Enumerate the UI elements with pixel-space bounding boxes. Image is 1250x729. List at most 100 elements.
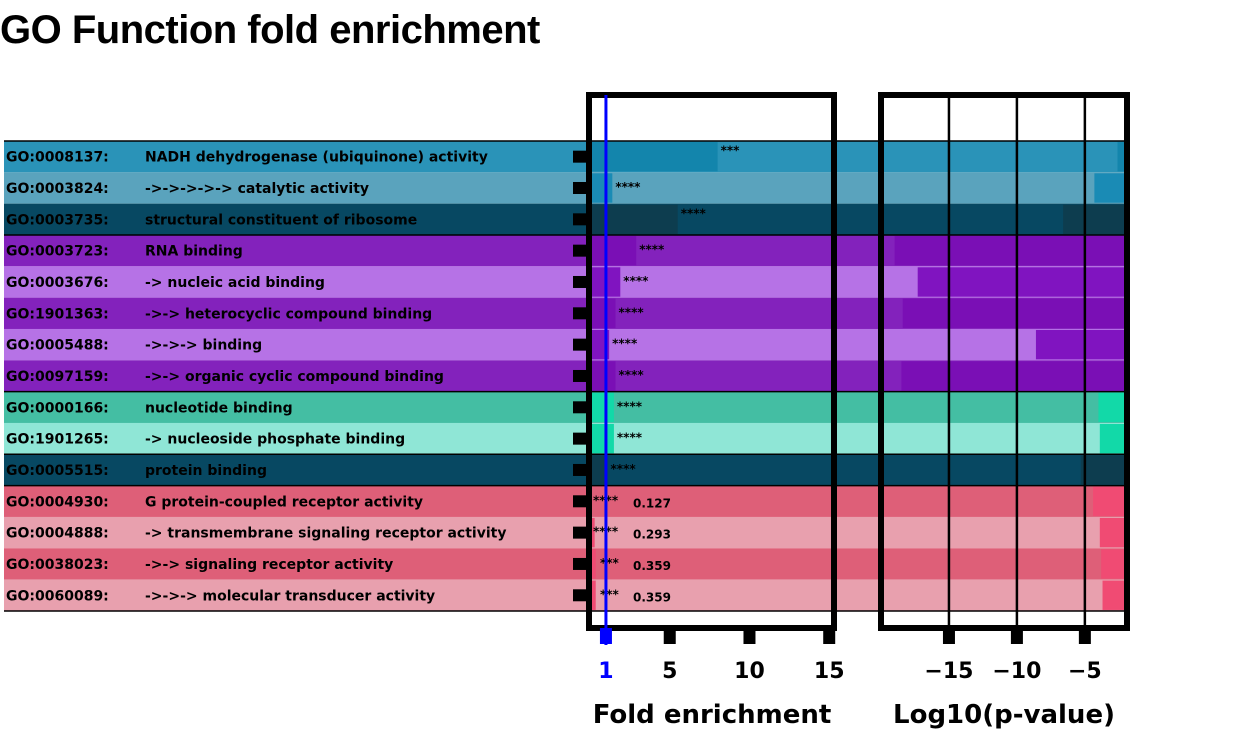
row-band xyxy=(4,391,1124,423)
fold-bar xyxy=(590,204,678,234)
row-marker xyxy=(573,401,587,414)
significance-stars: **** xyxy=(615,180,641,194)
pvalue-bar xyxy=(1063,204,1124,234)
go-term-label: -> transmembrane signaling receptor acti… xyxy=(145,526,506,542)
go-term-label: ->->-> binding xyxy=(145,338,262,354)
significance-stars: **** xyxy=(681,206,707,220)
fold-tick-label: 15 xyxy=(814,659,845,684)
row-band xyxy=(4,203,1124,235)
fold-axis-label: Fold enrichment xyxy=(593,700,832,729)
significance-stars: **** xyxy=(639,243,665,257)
row-marker xyxy=(573,150,587,163)
row-marker xyxy=(573,244,587,257)
pvalue-bar xyxy=(1102,580,1124,610)
pvalue-bar xyxy=(1101,549,1124,579)
fold-bar xyxy=(590,173,613,203)
fold-tick-mark xyxy=(823,628,836,644)
fold-bar xyxy=(590,235,637,266)
row-marker xyxy=(573,526,587,539)
go-id-label: GO:0004930: xyxy=(6,494,109,510)
go-id-label: GO:0004888: xyxy=(6,526,109,542)
pvalue-bar xyxy=(1094,173,1124,203)
chart-title: GO Function fold enrichment xyxy=(0,8,540,52)
fold-bar xyxy=(590,329,610,360)
row-marker xyxy=(573,275,587,288)
pvalue-bar xyxy=(901,361,1124,391)
row-marker xyxy=(573,338,587,351)
fold-bar xyxy=(590,142,718,172)
pvalue-bar xyxy=(1035,329,1124,360)
row-marker xyxy=(573,589,587,602)
go-term-label: RNA binding xyxy=(145,244,243,260)
fold-bar xyxy=(590,580,596,610)
go-id-label: GO:0003824: xyxy=(6,181,109,197)
row-band xyxy=(4,548,1124,580)
significance-stars: **** xyxy=(619,305,645,319)
fold-tick-label: 5 xyxy=(662,659,677,684)
fold-tick-mark xyxy=(663,628,676,644)
pvalue-tick-label: −15 xyxy=(924,659,973,684)
fold-tick-mark xyxy=(599,628,612,644)
fold-value-label: 0.359 xyxy=(633,559,671,573)
fold-bar xyxy=(590,455,608,485)
row-band xyxy=(4,328,1124,361)
go-term-label: ->->->->-> catalytic activity xyxy=(145,181,369,197)
significance-stars: **** xyxy=(623,274,649,288)
fold-panel-frame xyxy=(586,92,837,631)
row-band xyxy=(4,422,1124,455)
row-band xyxy=(4,485,1124,517)
go-id-label: GO:0003723: xyxy=(6,244,109,260)
significance-stars: **** xyxy=(617,399,643,413)
pvalue-tick-mark xyxy=(1078,628,1091,644)
fold-tick-mark xyxy=(743,628,756,644)
row-marker xyxy=(573,307,587,320)
row-band xyxy=(4,579,1124,611)
pvalue-bar xyxy=(1099,423,1124,454)
pvalue-bar xyxy=(902,298,1124,328)
pvalue-bar xyxy=(1098,392,1124,422)
row-marker xyxy=(573,213,587,226)
row-marker xyxy=(573,369,587,382)
go-id-label: GO:0003676: xyxy=(6,275,109,291)
pvalue-bar xyxy=(917,267,1124,297)
go-id-label: GO:0003735: xyxy=(6,212,109,228)
go-term-label: ->-> organic cyclic compound binding xyxy=(145,369,444,385)
pvalue-bar xyxy=(1117,142,1124,172)
go-id-label: GO:0008137: xyxy=(6,150,109,166)
go-id-label: GO:1901265: xyxy=(6,432,109,448)
row-band xyxy=(4,172,1124,204)
go-id-label: GO:0005515: xyxy=(6,463,109,479)
go-term-label: -> nucleoside phosphate binding xyxy=(145,432,405,448)
go-id-label: GO:0060089: xyxy=(6,588,109,604)
go-term-label: structural constituent of ribosome xyxy=(145,212,417,228)
pvalue-tick-mark xyxy=(942,628,955,644)
go-term-label: ->->-> molecular transducer activity xyxy=(145,588,435,604)
go-term-label: ->-> heterocyclic compound binding xyxy=(145,306,432,322)
go-term-label: -> nucleic acid binding xyxy=(145,275,325,291)
pvalue-bar xyxy=(1099,517,1124,548)
pvalue-axis-label: Log10(p-value) xyxy=(893,700,1115,729)
pvalue-tick-mark xyxy=(1010,628,1023,644)
fold-bar xyxy=(590,361,616,391)
significance-stars: **** xyxy=(617,431,643,445)
pvalue-bar xyxy=(894,235,1124,266)
go-id-label: GO:0097159: xyxy=(6,369,109,385)
fold-value-label: 0.127 xyxy=(633,496,671,510)
fold-value-label: 0.293 xyxy=(633,528,671,542)
row-band xyxy=(4,141,1124,173)
fold-bar xyxy=(590,517,595,548)
significance-stars: *** xyxy=(600,587,620,601)
fold-bar xyxy=(590,392,614,422)
go-term-label: NADH dehydrogenase (ubiquinone) activity xyxy=(145,150,488,166)
row-marker xyxy=(573,432,587,445)
row-marker xyxy=(573,557,587,570)
significance-stars: **** xyxy=(611,462,637,476)
significance-stars: **** xyxy=(612,337,638,351)
pvalue-panel-frame xyxy=(878,92,1130,631)
go-id-label: GO:1901363: xyxy=(6,306,109,322)
row-marker xyxy=(573,181,587,194)
row-marker xyxy=(573,495,587,508)
row-band xyxy=(4,454,1124,486)
pvalue-bar xyxy=(1080,455,1124,485)
